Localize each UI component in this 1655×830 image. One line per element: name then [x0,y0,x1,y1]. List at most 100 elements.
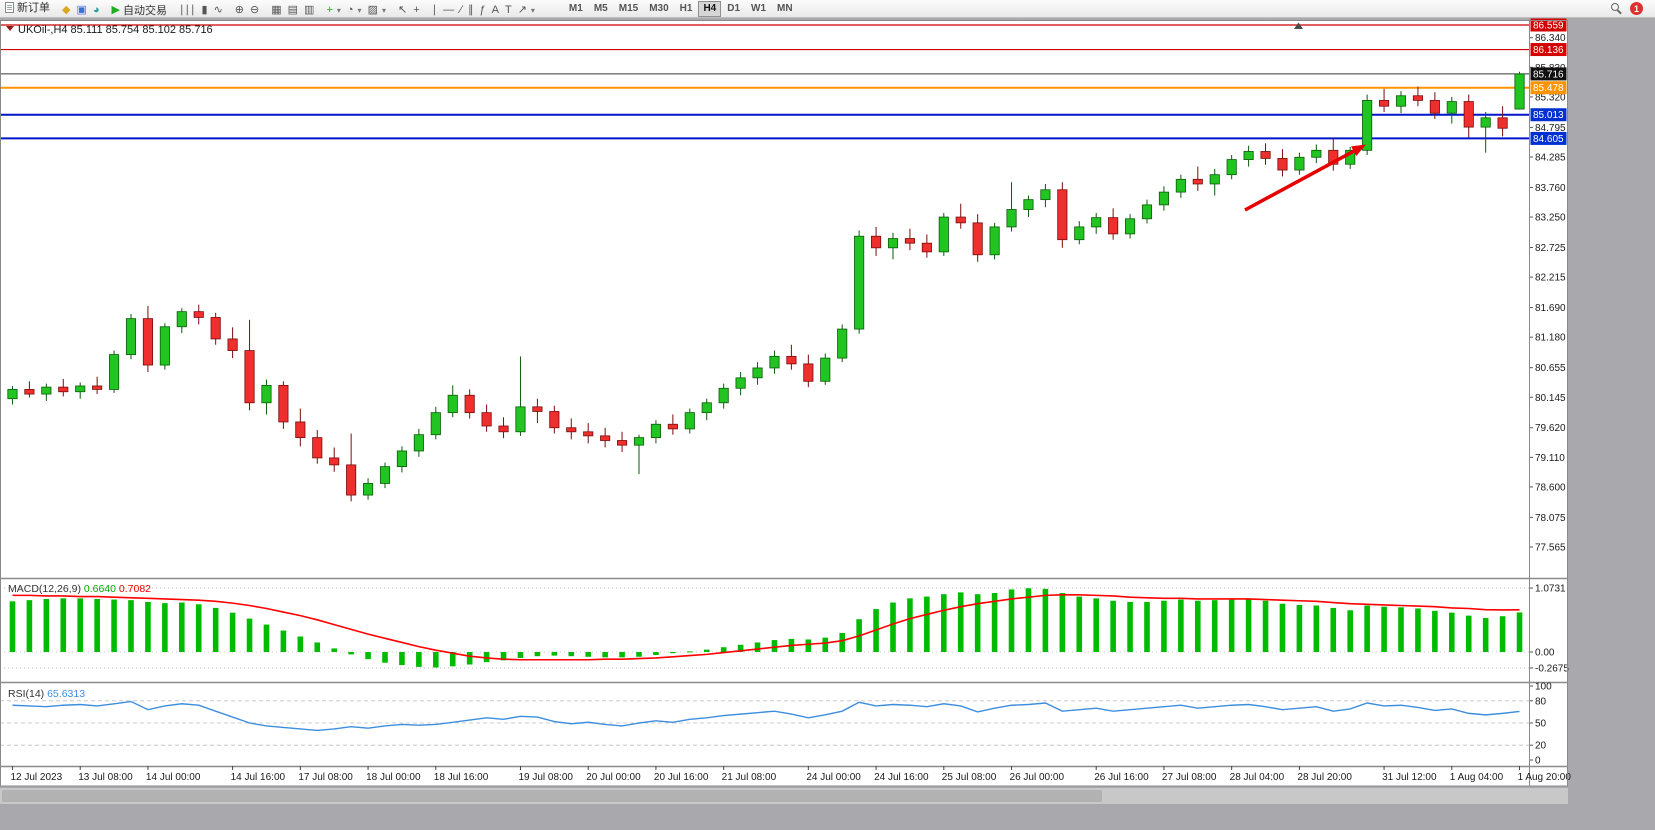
price-badge-orange [1530,81,1567,95]
chart-bars-button[interactable]: ∣∣∣ [176,2,199,18]
time-label: 28 Jul 04:00 [1230,772,1285,783]
macd-bar [195,604,202,652]
experts-button[interactable]: ▣ [73,2,89,18]
macd-bar [1195,600,1201,652]
macd-label: MACD(12,26,9) 0.6640 0.7082 [8,583,151,595]
price-label: 84.285 [1535,152,1566,163]
macd-bar [568,652,575,657]
auto-trading-button-label: 自动交易 [123,5,167,17]
add-indicator-icon: + [326,3,333,16]
macd-bar [890,602,896,652]
macd-bar [924,596,930,652]
arrange-windows-icon: ▥ [304,3,315,16]
macd-bar [297,636,304,652]
timeframe-h1-button[interactable]: H1 [679,2,693,14]
price-label: 80.145 [1535,393,1566,404]
price-label: 82.725 [1535,243,1566,254]
crosshair-button[interactable]: + [410,2,422,18]
periods-button[interactable]: ◔ ▾ [344,2,365,18]
horizontal-line-button[interactable]: ― [440,2,457,18]
macd-bar [1398,607,1404,652]
rsi-line [12,700,1520,732]
vertical-line-button[interactable]: ∣ [429,2,441,18]
notification-badge[interactable]: 1 [1630,2,1643,15]
trendline-button[interactable]: ∕ [457,2,465,18]
price-badge-value: 85.716 [1533,69,1564,80]
chart-shift-marker[interactable] [1294,22,1303,30]
timeframe-m15-button[interactable]: M15 [618,2,639,14]
arrange-windows-button[interactable]: ▥ [301,2,317,18]
h-scrollbar-thumb[interactable] [2,790,1102,802]
vertical-line-icon: ∣ [431,3,438,16]
channel-button[interactable]: ∥ [465,2,477,18]
macd-bar [1499,616,1506,652]
macd-bar [653,652,659,655]
history-center-button[interactable]: ◕ [90,2,103,18]
zoom-out-button[interactable]: ⊖ [247,2,262,18]
template-icon: ▨ [367,3,378,16]
timeframe-m1-button[interactable]: M1 [568,2,583,14]
timeframe-h4-button[interactable]: H4 [698,0,722,17]
fibonacci-button[interactable]: ƒ [476,2,488,18]
zoom-in-button[interactable]: ⊕ [232,2,247,18]
trend-arrow[interactable] [1244,147,1359,212]
text-label-button[interactable]: T [502,2,515,18]
chart-candles-button[interactable]: ▮ [199,2,211,18]
fibonacci-icon: ƒ [479,3,486,16]
time-label: 20 Jul 16:00 [654,772,709,783]
chevron-down-icon: ▾ [381,5,386,15]
horizontal-line-icon: ― [443,3,455,16]
toolbar-right: 1 [1611,2,1653,15]
timeframe-d1-button[interactable]: D1 [727,2,741,14]
new-order-doc-icon [5,1,14,13]
macd-bar [1025,588,1032,652]
chart-area: MACD(12,26,9) 0.6640 0.7082 RSI(14) 65.63… [0,18,1655,830]
macd-bar [941,594,947,652]
horizontal-lines[interactable] [0,24,1529,140]
macd-bar [466,652,473,665]
macd-bar [179,602,185,652]
price-axis[interactable]: 86.34085.83085.32084.79584.28583.76083.2… [1530,18,1569,767]
macd-bar [229,612,236,652]
search-icon[interactable] [1611,3,1622,14]
templates-button[interactable]: ▨ ▾ [365,2,389,18]
cascade-windows-button[interactable]: ▤ [285,2,301,18]
price-badge-red [1530,43,1567,57]
timeframe-w1-button[interactable]: W1 [751,2,767,14]
macd-bar [280,630,287,652]
timeframe-m30-button[interactable]: M30 [649,2,669,14]
new-order-button[interactable]: 新订单 [2,0,53,15]
price-badge-red [1530,18,1567,32]
macd-bar [703,649,710,652]
play-icon: ▶ [111,3,120,16]
timeframe-m5-button[interactable]: M5 [593,2,608,14]
tile-windows-button[interactable]: ▦ [268,2,284,18]
mql-editor-button[interactable]: ◆ [59,2,73,18]
time-label: 24 Jul 00:00 [806,772,861,783]
price-label: 80.655 [1535,363,1566,374]
bars-chart-icon: ∣∣∣ [179,3,196,16]
price-label: 81.180 [1535,333,1566,344]
chart-line-button[interactable]: ∿ [211,2,226,18]
macd-bar [991,592,998,652]
macd-bar [433,652,439,668]
cursor-button[interactable]: ↖ [395,2,410,18]
text-button[interactable]: A [489,2,502,18]
macd-bar [670,652,676,654]
time-axis[interactable]: 12 Jul 2023 13 Jul 08:00 14 Jul 00:00 14 Ju… [10,766,1571,783]
macd-bar [263,624,270,652]
timeframe-mn-button[interactable]: MN [777,2,793,14]
macd-bar [1093,598,1099,652]
macd-bar [1042,588,1049,652]
macd-bar [111,599,117,652]
arrows-button[interactable]: ↗ ▾ [515,2,538,18]
zoom-in-icon: ⊕ [234,3,244,16]
auto-trading-button[interactable]: ▶ 自动交易 [109,2,170,18]
macd-bar [483,652,490,663]
add-indicator-button[interactable]: + ▾ [323,2,343,18]
price-label: 79.110 [1535,453,1565,464]
macd-bar [1161,600,1167,652]
macd-bar [500,652,507,661]
tile-windows-icon: ▦ [271,3,282,16]
macd-bar [1415,608,1421,652]
